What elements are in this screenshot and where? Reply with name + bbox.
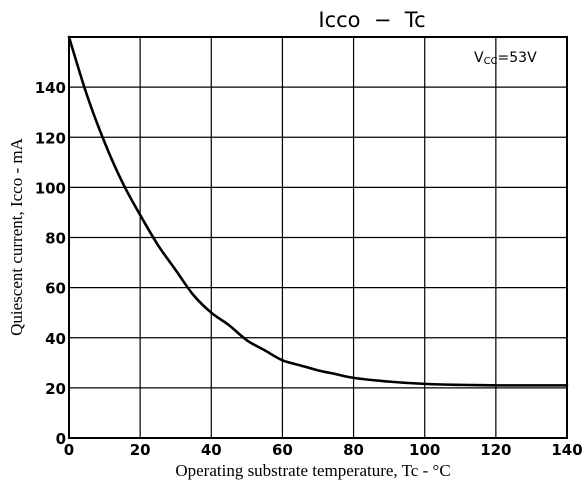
x-axis-title: Operating substrate temperature, Tc - °C bbox=[175, 461, 450, 480]
x-tick-label: 0 bbox=[64, 441, 74, 459]
plot-frame bbox=[68, 36, 568, 439]
series-line-icco bbox=[67, 35, 569, 387]
y-tick-label: 80 bbox=[45, 230, 66, 248]
chart-title: Icco − Tc bbox=[318, 8, 425, 32]
y-tick-label: 140 bbox=[35, 79, 66, 97]
vcc-value: =53V bbox=[498, 50, 538, 66]
x-tick-label: 60 bbox=[272, 441, 293, 459]
series-layer bbox=[67, 35, 569, 387]
grid bbox=[69, 37, 567, 438]
y-tick-label: 60 bbox=[45, 280, 66, 298]
x-tick-label: 40 bbox=[201, 441, 222, 459]
vcc-symbol: V bbox=[474, 50, 484, 66]
x-tick-label: 100 bbox=[409, 441, 440, 459]
vcc-subscript: CC bbox=[484, 56, 498, 67]
x-tick-label: 80 bbox=[343, 441, 364, 459]
y-tick-label: 0 bbox=[56, 430, 66, 448]
x-tick-label: 120 bbox=[480, 441, 511, 459]
x-tick-label: 20 bbox=[130, 441, 151, 459]
y-tick-label: 120 bbox=[35, 129, 66, 147]
x-tick-label: 140 bbox=[551, 441, 582, 459]
tick-labels: 0 20 40 60 80 100 120 140 0 20 40 60 80 100 120 140 bbox=[35, 79, 583, 459]
vcc-annotation: VCC=53V bbox=[474, 50, 537, 67]
y-tick-label: 20 bbox=[45, 380, 66, 398]
y-axis-title: Quiescent current, Icco - mA bbox=[7, 137, 26, 335]
y-tick-label: 100 bbox=[35, 179, 66, 197]
plot-border bbox=[68, 36, 568, 439]
y-tick-label: 40 bbox=[45, 330, 66, 348]
